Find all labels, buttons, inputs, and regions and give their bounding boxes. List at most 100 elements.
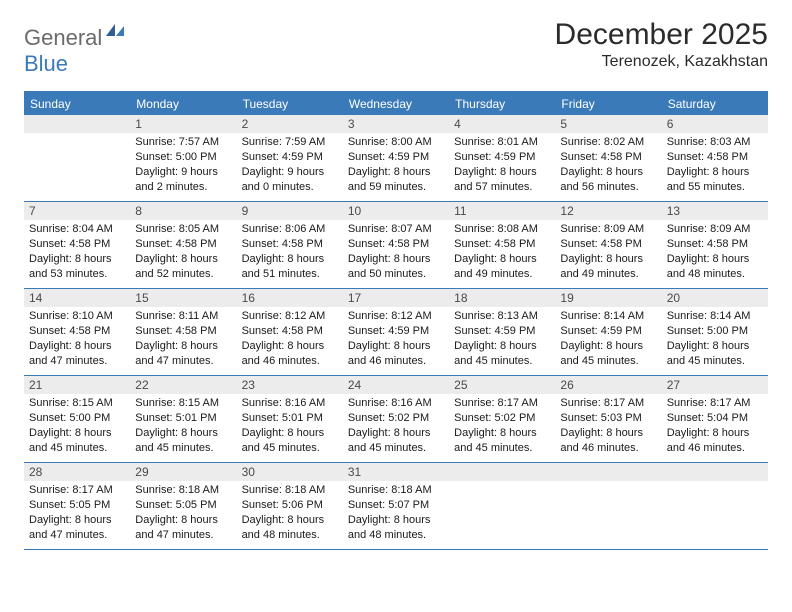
day-cell-25: 25Sunrise: 8:17 AMSunset: 5:02 PMDayligh… xyxy=(449,376,555,462)
sunset-text: Sunset: 5:00 PM xyxy=(29,411,125,426)
day-number: 27 xyxy=(662,376,768,394)
sunset-text: Sunset: 4:58 PM xyxy=(560,237,656,252)
day-details: Sunrise: 8:10 AMSunset: 4:58 PMDaylight:… xyxy=(24,307,130,372)
day-cell-15: 15Sunrise: 8:11 AMSunset: 4:58 PMDayligh… xyxy=(130,289,236,375)
daylight-line1: Daylight: 8 hours xyxy=(560,339,656,354)
sunrise-text: Sunrise: 8:16 AM xyxy=(348,396,444,411)
day-number: 11 xyxy=(449,202,555,220)
sunset-text: Sunset: 4:58 PM xyxy=(29,324,125,339)
sunrise-text: Sunrise: 8:14 AM xyxy=(560,309,656,324)
sunrise-text: Sunrise: 8:04 AM xyxy=(29,222,125,237)
sunrise-text: Sunrise: 8:15 AM xyxy=(135,396,231,411)
weekday-tuesday: Tuesday xyxy=(237,93,343,115)
day-details: Sunrise: 8:07 AMSunset: 4:58 PMDaylight:… xyxy=(343,220,449,285)
day-details: Sunrise: 8:05 AMSunset: 4:58 PMDaylight:… xyxy=(130,220,236,285)
weekday-sunday: Sunday xyxy=(24,93,130,115)
daylight-line2: and 45 minutes. xyxy=(348,441,444,456)
daylight-line1: Daylight: 9 hours xyxy=(135,165,231,180)
day-details: Sunrise: 8:16 AMSunset: 5:02 PMDaylight:… xyxy=(343,394,449,459)
day-details: Sunrise: 8:11 AMSunset: 4:58 PMDaylight:… xyxy=(130,307,236,372)
day-details: Sunrise: 8:01 AMSunset: 4:59 PMDaylight:… xyxy=(449,133,555,198)
daylight-line1: Daylight: 8 hours xyxy=(348,252,444,267)
sunset-text: Sunset: 5:04 PM xyxy=(667,411,763,426)
daylight-line1: Daylight: 9 hours xyxy=(242,165,338,180)
day-details: Sunrise: 8:09 AMSunset: 4:58 PMDaylight:… xyxy=(662,220,768,285)
sunset-text: Sunset: 4:58 PM xyxy=(667,150,763,165)
day-details: Sunrise: 8:04 AMSunset: 4:58 PMDaylight:… xyxy=(24,220,130,285)
daylight-line2: and 45 minutes. xyxy=(454,354,550,369)
day-cell-11: 11Sunrise: 8:08 AMSunset: 4:58 PMDayligh… xyxy=(449,202,555,288)
logo: General xyxy=(24,18,126,53)
daylight-line2: and 56 minutes. xyxy=(560,180,656,195)
daylight-line1: Daylight: 8 hours xyxy=(454,426,550,441)
week-row: 28Sunrise: 8:17 AMSunset: 5:05 PMDayligh… xyxy=(24,463,768,550)
daylight-line1: Daylight: 8 hours xyxy=(454,165,550,180)
daylight-line2: and 45 minutes. xyxy=(242,441,338,456)
day-details: Sunrise: 8:18 AMSunset: 5:07 PMDaylight:… xyxy=(343,481,449,546)
daylight-line2: and 45 minutes. xyxy=(29,441,125,456)
day-cell-14: 14Sunrise: 8:10 AMSunset: 4:58 PMDayligh… xyxy=(24,289,130,375)
day-number: 18 xyxy=(449,289,555,307)
daylight-line1: Daylight: 8 hours xyxy=(29,252,125,267)
daylight-line1: Daylight: 8 hours xyxy=(29,339,125,354)
day-details: Sunrise: 8:12 AMSunset: 4:59 PMDaylight:… xyxy=(343,307,449,372)
day-number: 23 xyxy=(237,376,343,394)
daylight-line1: Daylight: 8 hours xyxy=(348,339,444,354)
calendar: SundayMondayTuesdayWednesdayThursdayFrid… xyxy=(24,91,768,550)
sunset-text: Sunset: 4:58 PM xyxy=(135,324,231,339)
sunset-text: Sunset: 4:58 PM xyxy=(242,237,338,252)
day-details: Sunrise: 8:09 AMSunset: 4:58 PMDaylight:… xyxy=(555,220,661,285)
sunset-text: Sunset: 5:05 PM xyxy=(29,498,125,513)
day-details: Sunrise: 8:16 AMSunset: 5:01 PMDaylight:… xyxy=(237,394,343,459)
daylight-line1: Daylight: 8 hours xyxy=(242,339,338,354)
daylight-line2: and 2 minutes. xyxy=(135,180,231,195)
sunrise-text: Sunrise: 7:59 AM xyxy=(242,135,338,150)
day-details: Sunrise: 8:06 AMSunset: 4:58 PMDaylight:… xyxy=(237,220,343,285)
day-cell-2: 2Sunrise: 7:59 AMSunset: 4:59 PMDaylight… xyxy=(237,115,343,201)
sunset-text: Sunset: 4:58 PM xyxy=(560,150,656,165)
day-number: 5 xyxy=(555,115,661,133)
day-details: Sunrise: 7:59 AMSunset: 4:59 PMDaylight:… xyxy=(237,133,343,198)
sunrise-text: Sunrise: 8:09 AM xyxy=(667,222,763,237)
daylight-line2: and 59 minutes. xyxy=(348,180,444,195)
day-number: 28 xyxy=(24,463,130,481)
sunset-text: Sunset: 5:01 PM xyxy=(242,411,338,426)
day-cell-16: 16Sunrise: 8:12 AMSunset: 4:58 PMDayligh… xyxy=(237,289,343,375)
sunrise-text: Sunrise: 8:18 AM xyxy=(348,483,444,498)
sunset-text: Sunset: 5:03 PM xyxy=(560,411,656,426)
weekday-header-row: SundayMondayTuesdayWednesdayThursdayFrid… xyxy=(24,93,768,115)
sunset-text: Sunset: 4:58 PM xyxy=(242,324,338,339)
week-row: 14Sunrise: 8:10 AMSunset: 4:58 PMDayligh… xyxy=(24,289,768,376)
sunset-text: Sunset: 4:58 PM xyxy=(29,237,125,252)
day-cell-8: 8Sunrise: 8:05 AMSunset: 4:58 PMDaylight… xyxy=(130,202,236,288)
daylight-line2: and 51 minutes. xyxy=(242,267,338,282)
daylight-line1: Daylight: 8 hours xyxy=(667,252,763,267)
sunset-text: Sunset: 4:58 PM xyxy=(135,237,231,252)
day-cell-17: 17Sunrise: 8:12 AMSunset: 4:59 PMDayligh… xyxy=(343,289,449,375)
day-cell-26: 26Sunrise: 8:17 AMSunset: 5:03 PMDayligh… xyxy=(555,376,661,462)
sunrise-text: Sunrise: 8:12 AM xyxy=(242,309,338,324)
day-cell-24: 24Sunrise: 8:16 AMSunset: 5:02 PMDayligh… xyxy=(343,376,449,462)
day-number: 13 xyxy=(662,202,768,220)
day-number: 3 xyxy=(343,115,449,133)
daylight-line2: and 52 minutes. xyxy=(135,267,231,282)
day-number: 30 xyxy=(237,463,343,481)
sunrise-text: Sunrise: 8:17 AM xyxy=(667,396,763,411)
daylight-line1: Daylight: 8 hours xyxy=(348,426,444,441)
day-number: 29 xyxy=(130,463,236,481)
day-number: 24 xyxy=(343,376,449,394)
sunrise-text: Sunrise: 8:12 AM xyxy=(348,309,444,324)
daylight-line1: Daylight: 8 hours xyxy=(29,513,125,528)
weekday-saturday: Saturday xyxy=(662,93,768,115)
sunset-text: Sunset: 4:59 PM xyxy=(454,150,550,165)
day-number: 2 xyxy=(237,115,343,133)
week-row: 1Sunrise: 7:57 AMSunset: 5:00 PMDaylight… xyxy=(24,115,768,202)
day-cell-18: 18Sunrise: 8:13 AMSunset: 4:59 PMDayligh… xyxy=(449,289,555,375)
day-cell-13: 13Sunrise: 8:09 AMSunset: 4:58 PMDayligh… xyxy=(662,202,768,288)
sunrise-text: Sunrise: 8:01 AM xyxy=(454,135,550,150)
sunrise-text: Sunrise: 8:17 AM xyxy=(560,396,656,411)
daylight-line2: and 53 minutes. xyxy=(29,267,125,282)
weekday-thursday: Thursday xyxy=(449,93,555,115)
day-cell-21: 21Sunrise: 8:15 AMSunset: 5:00 PMDayligh… xyxy=(24,376,130,462)
sunrise-text: Sunrise: 8:18 AM xyxy=(135,483,231,498)
